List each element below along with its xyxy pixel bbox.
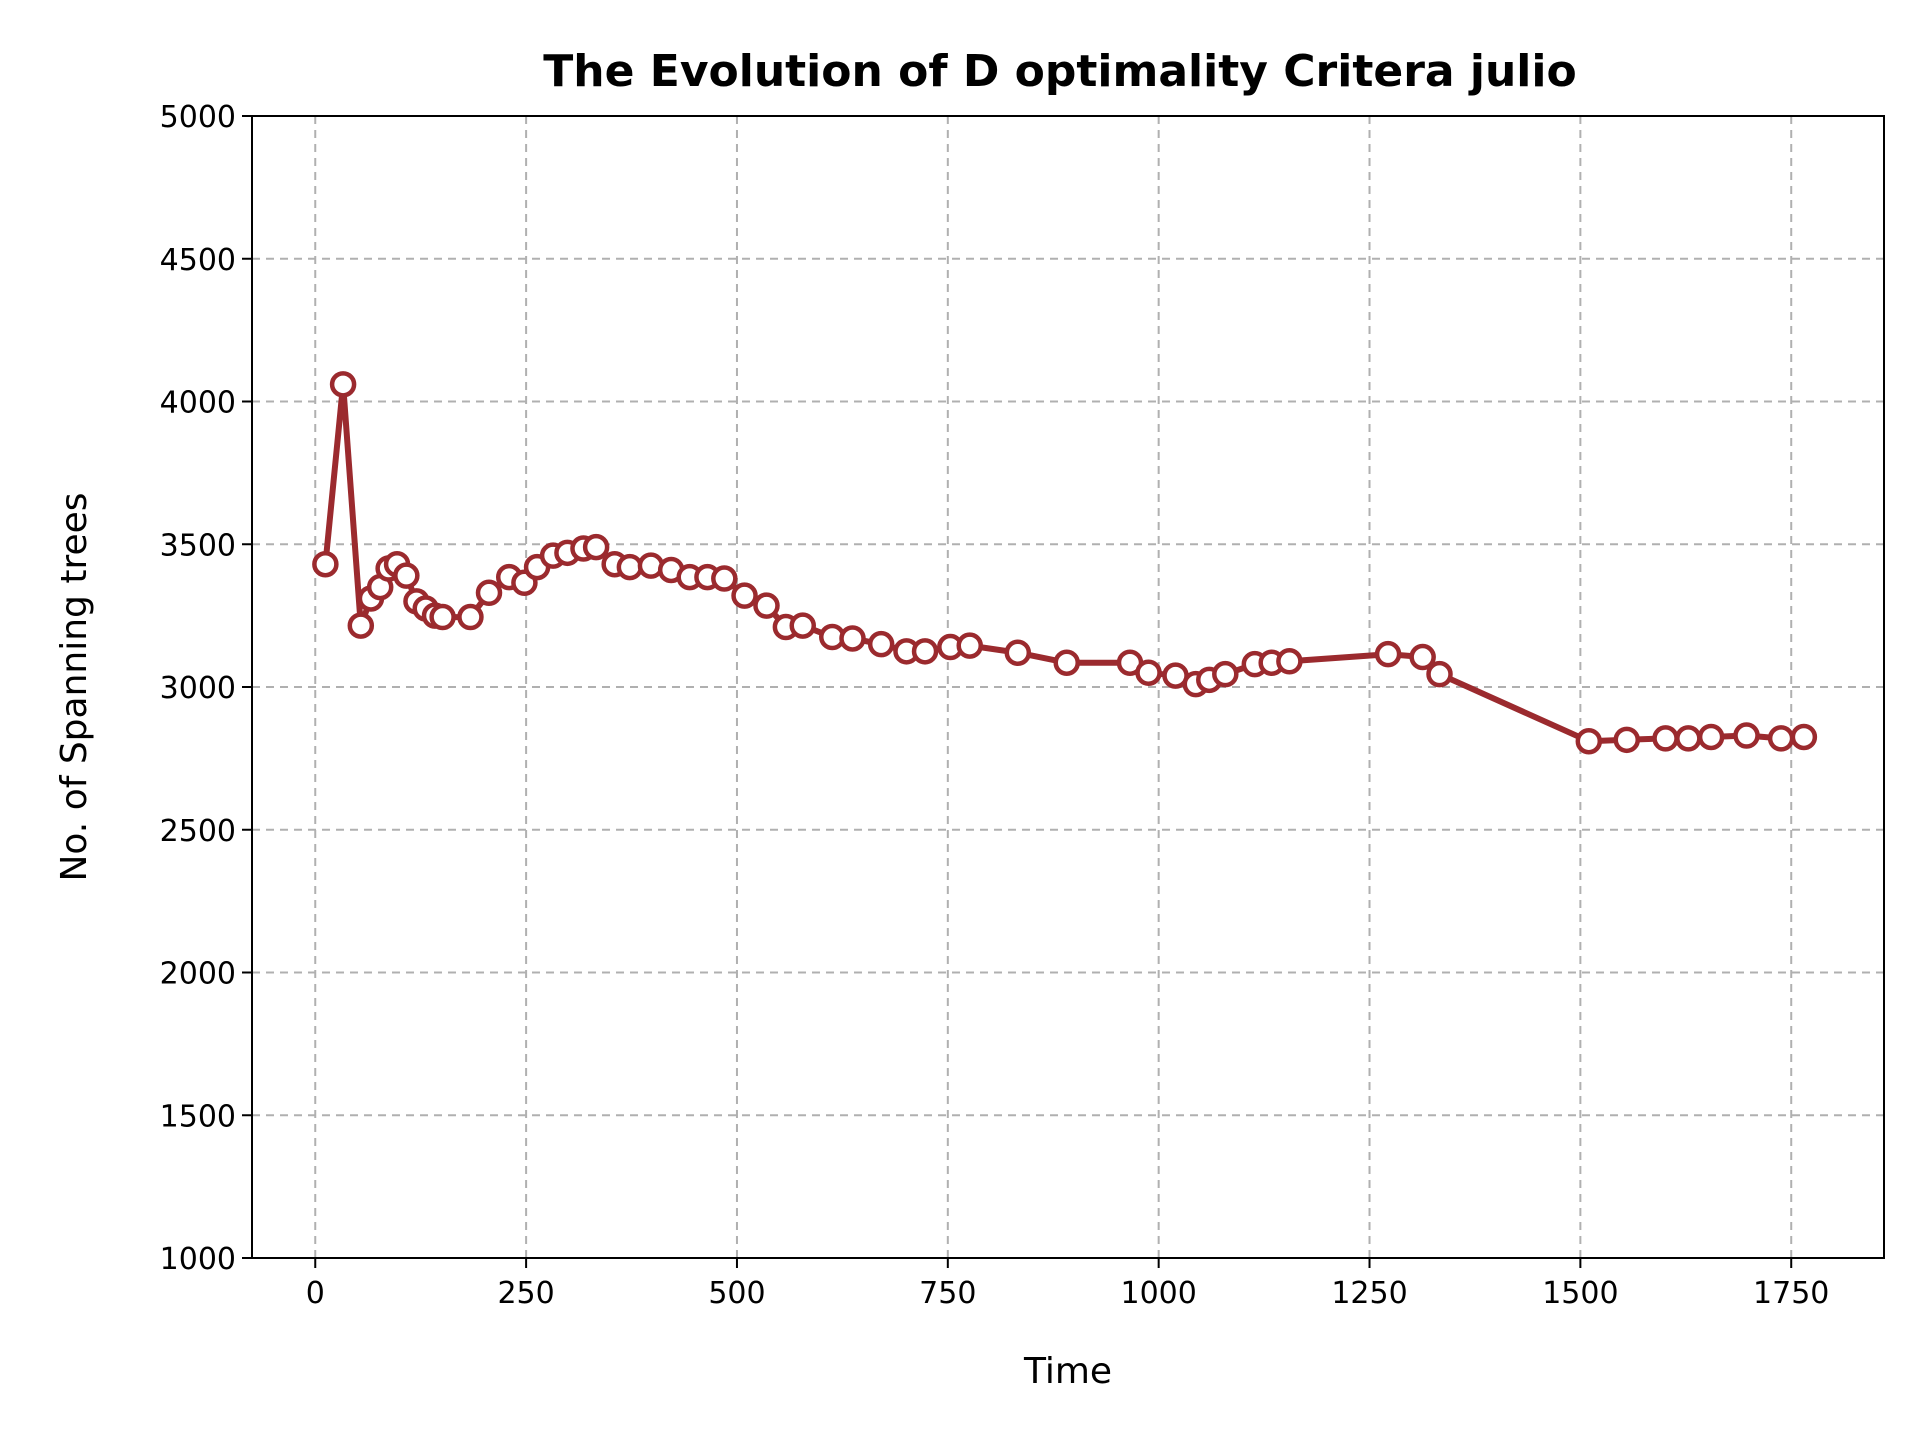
data-point — [1409, 643, 1436, 671]
data-point — [393, 562, 420, 589]
data-point — [429, 603, 456, 631]
data-point — [731, 582, 758, 609]
data-point — [1276, 648, 1303, 675]
y-axis-label: No. of Spanning trees — [54, 492, 95, 881]
data-point — [1053, 649, 1080, 676]
y-tick-label: 3500 — [160, 528, 236, 563]
x-tick-label: 0 — [306, 1276, 325, 1311]
plot-frame — [251, 115, 1885, 1259]
data-point — [1374, 640, 1402, 668]
data-point — [1426, 660, 1453, 688]
data-point — [1697, 723, 1725, 751]
data-point — [1004, 639, 1032, 666]
y-tick-label: 5000 — [160, 100, 236, 135]
x-tick-label: 500 — [708, 1276, 765, 1311]
data-point — [956, 632, 983, 659]
y-tick-label: 4000 — [160, 386, 236, 421]
data-point — [1613, 726, 1641, 754]
data-series — [312, 371, 1818, 755]
data-point — [753, 592, 780, 619]
x-tick-label: 250 — [497, 1276, 554, 1311]
y-tick-label: 1000 — [160, 1242, 236, 1277]
grid — [252, 115, 1884, 1259]
y-tick-label: 3000 — [160, 671, 236, 706]
data-point — [312, 550, 339, 578]
data-point — [475, 579, 503, 607]
data-point — [457, 603, 484, 631]
data-point — [1733, 722, 1760, 749]
data-point — [911, 638, 939, 665]
data-point — [329, 371, 357, 398]
y-tick-label: 1500 — [160, 1099, 236, 1134]
x-tick-label: 1250 — [1331, 1276, 1407, 1311]
data-point — [1675, 725, 1702, 752]
data-point — [1790, 723, 1818, 751]
x-tick-label: 1500 — [1542, 1276, 1618, 1311]
x-tick-label: 750 — [919, 1276, 976, 1311]
data-point — [867, 630, 895, 658]
x-tick-label: 1000 — [1120, 1276, 1196, 1311]
y-tick-label: 4500 — [160, 243, 236, 278]
data-point — [347, 612, 375, 639]
data-point — [839, 625, 866, 652]
x-axis-label: Time — [1023, 1351, 1112, 1392]
chart-title: The Evolution of D optimality Critera ju… — [543, 46, 1576, 97]
data-point — [1135, 659, 1162, 686]
y-tick-label: 2500 — [160, 814, 236, 849]
data-point — [1767, 725, 1795, 752]
data-point — [1575, 727, 1603, 755]
axis-ticks: 0 250 500 750 1000 1250 1500 1750 1000 1500 2000 25… — [160, 100, 1830, 1311]
data-point — [616, 553, 644, 581]
data-point — [1212, 660, 1239, 688]
x-tick-label: 1750 — [1753, 1276, 1829, 1311]
data-point — [789, 612, 816, 639]
y-tick-label: 2000 — [160, 957, 236, 992]
data-point — [582, 533, 610, 561]
data-point — [1652, 725, 1679, 752]
data-point — [711, 565, 738, 592]
